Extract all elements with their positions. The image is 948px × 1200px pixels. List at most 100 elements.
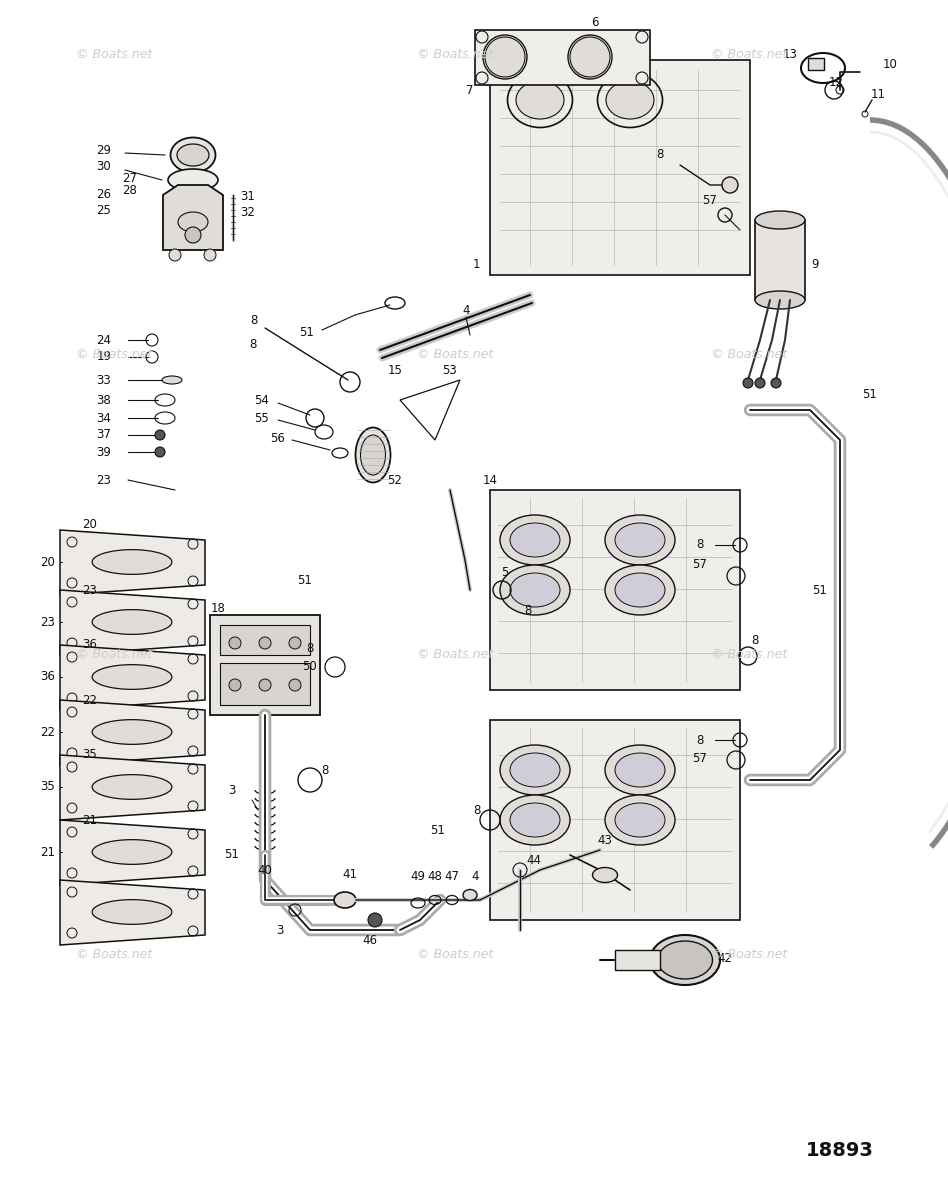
Text: 3: 3 [228,784,236,797]
Text: 33: 33 [97,373,111,386]
Text: 36: 36 [41,671,55,684]
Ellipse shape [485,37,525,77]
Text: 41: 41 [342,869,357,882]
Text: 23: 23 [82,583,98,596]
Bar [210,614,320,715]
Ellipse shape [92,720,172,744]
Text: 5: 5 [501,565,509,578]
Text: 11: 11 [870,89,885,102]
Text: 51: 51 [300,326,315,340]
Ellipse shape [360,434,386,475]
Text: © Boats.net: © Boats.net [711,948,787,961]
Text: 6: 6 [592,16,599,29]
Ellipse shape [755,211,805,229]
Text: 8: 8 [697,733,703,746]
Text: © Boats.net: © Boats.net [711,648,787,661]
Ellipse shape [606,80,654,119]
Text: 21: 21 [41,846,56,858]
Text: © Boats.net: © Boats.net [76,948,152,961]
Text: 40: 40 [258,864,272,876]
Text: 32: 32 [241,206,255,220]
Circle shape [259,637,271,649]
Polygon shape [60,700,205,766]
Text: © Boats.net: © Boats.net [711,348,787,361]
Text: 57: 57 [693,558,707,571]
Text: © Boats.net: © Boats.net [76,48,152,61]
Text: 14: 14 [483,474,498,486]
Ellipse shape [162,376,182,384]
Polygon shape [60,755,205,820]
Text: 20: 20 [82,518,98,532]
Text: 23: 23 [97,474,112,486]
Text: © Boats.net: © Boats.net [711,48,787,61]
Ellipse shape [516,80,564,119]
Bar [615,950,660,970]
Ellipse shape [92,840,172,864]
Text: 3: 3 [276,924,283,936]
Ellipse shape [500,565,570,614]
Polygon shape [60,530,205,595]
Text: 51: 51 [430,823,446,836]
Ellipse shape [605,794,675,845]
Text: 50: 50 [302,660,318,672]
Text: 46: 46 [362,934,377,947]
Text: 19: 19 [97,350,112,364]
Text: 51: 51 [863,389,878,402]
Ellipse shape [463,889,477,900]
Text: 38: 38 [97,394,111,407]
Text: 30: 30 [97,161,111,174]
Text: 18: 18 [210,601,226,614]
Ellipse shape [755,290,805,308]
Ellipse shape [356,427,391,482]
Text: 44: 44 [526,853,541,866]
Text: 57: 57 [693,751,707,764]
Text: © Boats.net: © Boats.net [417,648,493,661]
Ellipse shape [605,745,675,794]
Circle shape [771,378,781,388]
Text: 18893: 18893 [806,1140,874,1159]
Text: 12: 12 [829,76,844,89]
Text: 4: 4 [463,304,470,317]
Text: 8: 8 [321,763,329,776]
Text: 57: 57 [702,193,718,206]
Text: 9: 9 [811,258,819,271]
Text: 52: 52 [388,474,403,486]
Ellipse shape [650,935,720,985]
Ellipse shape [615,803,665,838]
Ellipse shape [500,794,570,845]
Text: 26: 26 [97,188,112,202]
Polygon shape [60,820,205,886]
Ellipse shape [172,188,214,200]
Bar [220,625,310,655]
Circle shape [169,248,181,260]
Ellipse shape [605,515,675,565]
Circle shape [204,248,216,260]
Text: 8: 8 [250,313,258,326]
Circle shape [155,446,165,457]
Polygon shape [60,646,205,710]
Ellipse shape [92,610,172,635]
Text: 28: 28 [122,184,137,197]
Text: 48: 48 [428,870,443,882]
Text: © Boats.net: © Boats.net [76,648,152,661]
Circle shape [722,176,738,193]
Text: © Boats.net: © Boats.net [417,348,493,361]
Ellipse shape [658,941,713,979]
Ellipse shape [500,515,570,565]
Text: © Boats.net: © Boats.net [417,48,493,61]
Text: © Boats.net: © Boats.net [417,948,493,961]
Text: 47: 47 [445,870,460,882]
Bar [808,58,824,70]
Text: 15: 15 [388,364,403,377]
Ellipse shape [92,900,172,924]
Circle shape [259,679,271,691]
Ellipse shape [570,37,610,77]
Ellipse shape [510,523,560,557]
Circle shape [185,227,201,242]
Ellipse shape [615,754,665,787]
Text: 13: 13 [782,48,797,61]
Text: 37: 37 [97,428,112,442]
Text: © Boats.net: © Boats.net [76,348,152,361]
Text: 24: 24 [97,334,112,347]
Text: 8: 8 [473,804,481,816]
